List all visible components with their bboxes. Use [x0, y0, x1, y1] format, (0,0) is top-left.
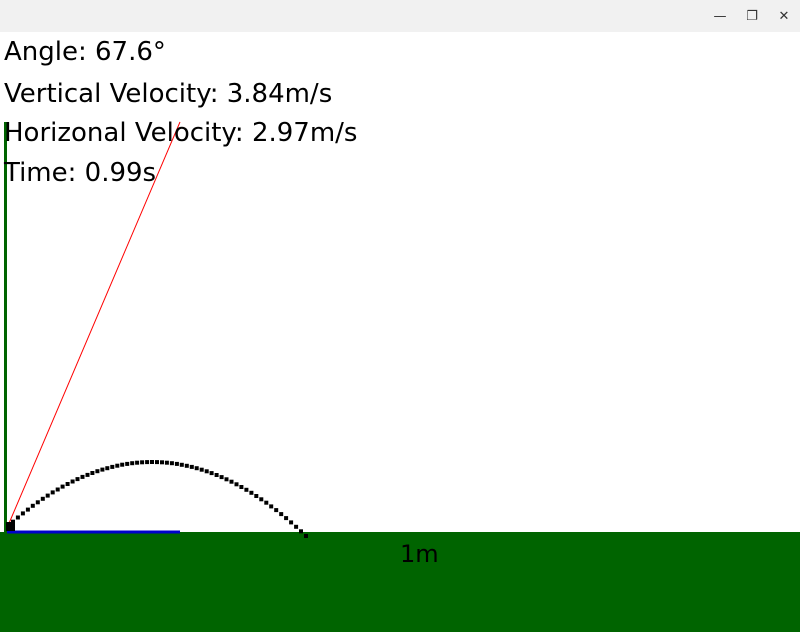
trajectory-point — [279, 512, 284, 517]
trajectory-point — [45, 493, 50, 498]
trajectory-point — [105, 466, 110, 471]
maximize-button[interactable]: ❐ — [742, 6, 762, 26]
angle-readout: Angle: 67.6° — [4, 37, 166, 67]
trajectory-point — [15, 515, 20, 520]
trajectory-point — [214, 473, 219, 477]
aim-line — [6, 121, 181, 529]
trajectory-point — [304, 534, 308, 538]
trajectory-point — [264, 500, 269, 505]
vertical-velocity-readout: Vertical Velocity: 3.84m/s — [4, 79, 333, 109]
trajectory-point — [239, 485, 244, 489]
trajectory-point — [234, 482, 239, 487]
trajectory-point — [125, 461, 130, 466]
trajectory-point — [209, 471, 214, 476]
trajectory-point — [55, 487, 60, 492]
trajectory-point — [95, 469, 100, 474]
trajectory-point — [30, 503, 35, 508]
trajectory-point — [110, 464, 115, 469]
trajectory-point — [35, 500, 40, 505]
trajectory-point — [254, 494, 259, 498]
trajectory-point — [65, 482, 70, 486]
minimize-button[interactable]: — — [710, 6, 730, 26]
horizontal-velocity-readout: Horizonal Velocity: 2.97m/s — [4, 118, 358, 148]
trajectory-point — [189, 464, 194, 469]
minimize-icon: — — [713, 8, 727, 24]
trajectory-point — [60, 484, 65, 489]
trajectory-point — [194, 466, 199, 471]
trajectory-point — [249, 490, 254, 495]
trajectory-point — [269, 504, 274, 509]
vertical-axis — [4, 122, 7, 532]
trajectory-point — [244, 487, 249, 492]
close-button[interactable]: ✕ — [774, 6, 794, 26]
trajectory-point — [11, 519, 15, 524]
scene-graphics — [4, 121, 308, 538]
trajectory-point — [90, 471, 95, 475]
trajectory-point — [259, 497, 264, 502]
trajectory-point — [184, 463, 189, 468]
trajectory-point — [174, 461, 179, 466]
trajectory-point — [160, 460, 164, 465]
trajectory-point — [284, 516, 289, 521]
trajectory-point — [80, 474, 85, 479]
trajectory-point — [115, 463, 120, 468]
trajectory-point — [145, 460, 150, 465]
trajectory-point — [229, 479, 234, 484]
trajectory-point — [179, 462, 184, 467]
trajectory-point — [204, 469, 209, 474]
launcher — [6, 522, 15, 531]
trajectory-point — [219, 475, 224, 480]
trajectory-point — [85, 472, 90, 477]
trajectory-point — [140, 460, 145, 465]
trajectory-point — [120, 462, 125, 467]
trajectory-point — [299, 529, 303, 534]
trajectory-point — [135, 460, 140, 465]
trajectory — [6, 460, 308, 538]
trajectory-point — [294, 524, 299, 529]
close-icon: ✕ — [778, 8, 790, 24]
trajectory-point — [130, 461, 135, 466]
time-readout: Time: 0.99s — [4, 158, 157, 188]
title-bar: — ❐ ✕ — [0, 0, 800, 32]
trajectory-point — [100, 467, 105, 472]
trajectory-point — [274, 508, 279, 513]
ground — [0, 532, 800, 632]
trajectory-point — [150, 460, 154, 464]
trajectory-point — [164, 460, 169, 465]
trajectory-point — [75, 477, 80, 482]
game-canvas[interactable]: Angle: 67.6° Vertical Velocity: 3.84m/s … — [0, 32, 800, 632]
trajectory-point — [224, 477, 229, 482]
trajectory-point — [289, 520, 294, 525]
trajectory-point — [169, 461, 174, 466]
trajectory-point — [20, 511, 25, 516]
trajectory-point — [199, 467, 204, 472]
trajectory-point — [155, 460, 159, 465]
trajectory-point — [25, 507, 30, 512]
trajectory-point — [50, 490, 55, 495]
scale-label: 1m — [400, 540, 439, 568]
trajectory-point — [70, 479, 75, 484]
trajectory-point — [40, 496, 45, 501]
maximize-icon: ❐ — [746, 8, 758, 24]
